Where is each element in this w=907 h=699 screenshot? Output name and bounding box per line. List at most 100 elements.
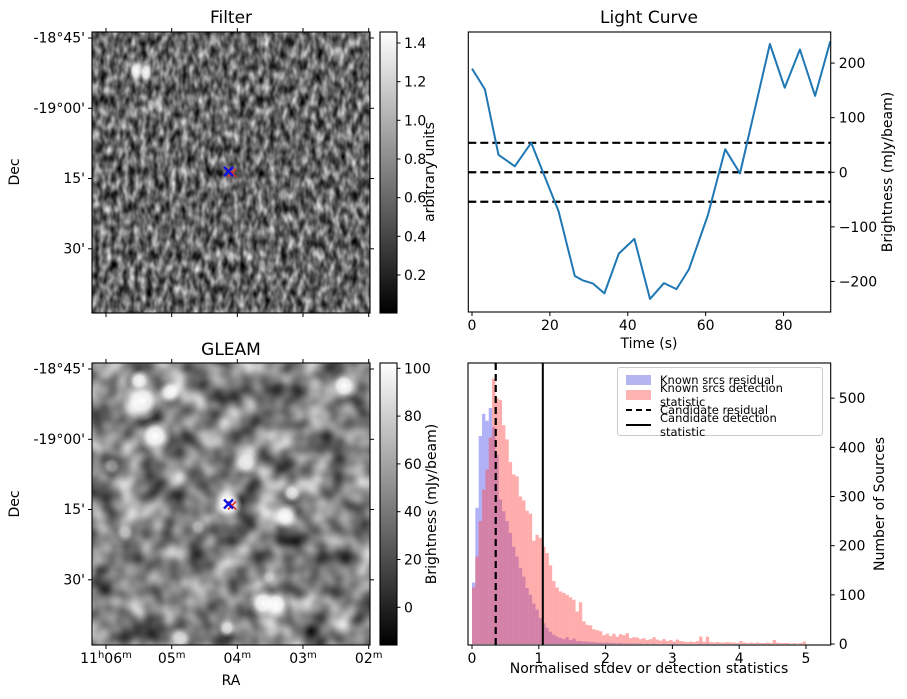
number-of-sources-label: Number of Sources <box>872 436 888 572</box>
dashed-line-swatch <box>626 409 651 412</box>
tick-label: 0 <box>468 318 477 334</box>
hist-bar-blue <box>578 641 583 645</box>
tick-label: 1.2 <box>404 75 426 91</box>
legend-item-known-residual: Known srcs residual <box>626 372 816 387</box>
hist-bar-pink <box>472 587 476 645</box>
hist-bar-pink <box>679 641 683 645</box>
tick-label: 300 <box>839 490 866 506</box>
hist-bar-pink <box>555 587 559 645</box>
hist-bar-pink <box>565 594 569 645</box>
tick-label: 500 <box>839 391 866 407</box>
hist-bar-pink <box>572 599 576 645</box>
hist-bar-blue <box>498 499 503 645</box>
source-blob <box>138 60 154 85</box>
ra-tick-label: 05m <box>158 650 186 667</box>
source-blob <box>261 569 277 585</box>
hist-bar-pink <box>695 641 700 645</box>
source-blob <box>328 370 360 402</box>
tick-label: −200 <box>839 274 877 290</box>
hist-bar-blue <box>555 636 559 645</box>
gleam-colorbar: 100 80 60 40 20 0 <box>379 361 431 646</box>
ra-tick-label: 04m <box>224 650 252 667</box>
hist-bar-pink <box>612 633 616 645</box>
source-blob <box>281 482 303 504</box>
source-blob <box>342 36 354 56</box>
hist-bar-pink <box>685 642 690 645</box>
tick-label: 80 <box>775 318 793 334</box>
hist-bar-pink <box>485 469 489 645</box>
source-blob <box>232 448 260 476</box>
hist-bar-pink <box>558 591 563 645</box>
hist-bar-blue <box>595 642 599 645</box>
legend-label: Known srcs detection statistic <box>660 380 783 409</box>
hist-bar-pink <box>705 636 710 645</box>
hist-bar-pink <box>625 633 629 645</box>
hist-bar-blue <box>548 631 553 645</box>
hist-bar-pink <box>799 643 803 645</box>
hist-bar-pink <box>622 635 626 645</box>
tick-label: 20 <box>404 553 422 569</box>
hist-bar-pink <box>548 565 553 645</box>
tick-label: -18°45' <box>33 362 85 378</box>
hist-bar-pink <box>642 638 646 645</box>
hist-bar-pink <box>645 640 650 645</box>
hist-bar-blue <box>552 634 556 645</box>
legend-item-candidate-detstat: Candidate detection statistic <box>626 411 816 439</box>
tick-label: -18°45' <box>33 31 85 47</box>
legend-item-known-detstat: Known srcs detection statistic <box>626 381 816 409</box>
filter-colorbar: 1.4 1.2 1.0 0.8 0.6 0.4 0.2 <box>379 31 426 314</box>
hist-bar-pink <box>785 643 790 645</box>
hist-bar-blue <box>605 642 609 645</box>
hist-bar-blue <box>542 623 546 645</box>
tick-label: 30' <box>63 572 85 588</box>
hist-bar-pink <box>672 641 676 645</box>
ra-tick-label: 11h06m <box>80 650 132 667</box>
hist-bar-pink <box>752 643 756 645</box>
hist-bar-blue <box>535 609 539 645</box>
hist-bar-pink <box>692 642 696 645</box>
tick-label: 15' <box>63 502 85 518</box>
source-blob <box>217 618 237 638</box>
hist-bar-blue <box>522 576 526 645</box>
hist-bar-pink <box>699 636 703 645</box>
hist-bar-blue <box>472 582 476 645</box>
hist-bar-blue <box>602 643 606 645</box>
hist-bar-pink <box>608 636 613 645</box>
hist-bar-pink <box>478 521 483 645</box>
source-blob <box>102 456 122 476</box>
tick-label: 100 <box>839 588 866 604</box>
hist-bar-pink <box>552 581 556 645</box>
hist-bar-blue <box>475 507 479 645</box>
hist-bar-pink <box>528 513 533 645</box>
source-blob <box>152 97 164 115</box>
tick-label: -19°00' <box>33 101 85 117</box>
hist-bar-pink <box>712 642 716 645</box>
hist-bar-blue <box>528 594 533 645</box>
tick-label: -19°00' <box>33 432 85 448</box>
hist-bar-pink <box>575 611 579 645</box>
source-blob <box>271 502 299 530</box>
legend-item-candidate-residual: Candidate residual <box>626 403 816 418</box>
hist-bar-pink <box>605 633 609 645</box>
hist-bar-pink <box>682 641 686 645</box>
tick-label: 400 <box>839 440 866 456</box>
legend-label: Candidate residual <box>660 403 769 418</box>
tick-label: 3 <box>668 651 677 667</box>
hist-bar-blue <box>575 641 579 645</box>
light-curve-panel: 0 20 40 60 80 −200 −100 0 100 200 <box>468 31 877 334</box>
hist-bar-pink <box>542 546 546 645</box>
hist-bar-pink <box>729 642 733 645</box>
tick-label: 0 <box>839 165 848 181</box>
hist-bar-blue <box>592 642 596 645</box>
filter-title: Filter <box>209 8 253 28</box>
blue-x-marker <box>223 498 234 510</box>
hist-bar-pink <box>655 639 660 645</box>
hist-bar-pink <box>669 640 673 645</box>
legend: Known srcs residual Known srcs detection… <box>617 367 823 439</box>
hist-bar-pink <box>735 643 740 645</box>
tick-label: 30' <box>63 241 85 257</box>
hist-bar-pink <box>515 476 519 645</box>
tick-label: 20 <box>541 318 559 334</box>
tick-label: 2 <box>601 651 610 667</box>
